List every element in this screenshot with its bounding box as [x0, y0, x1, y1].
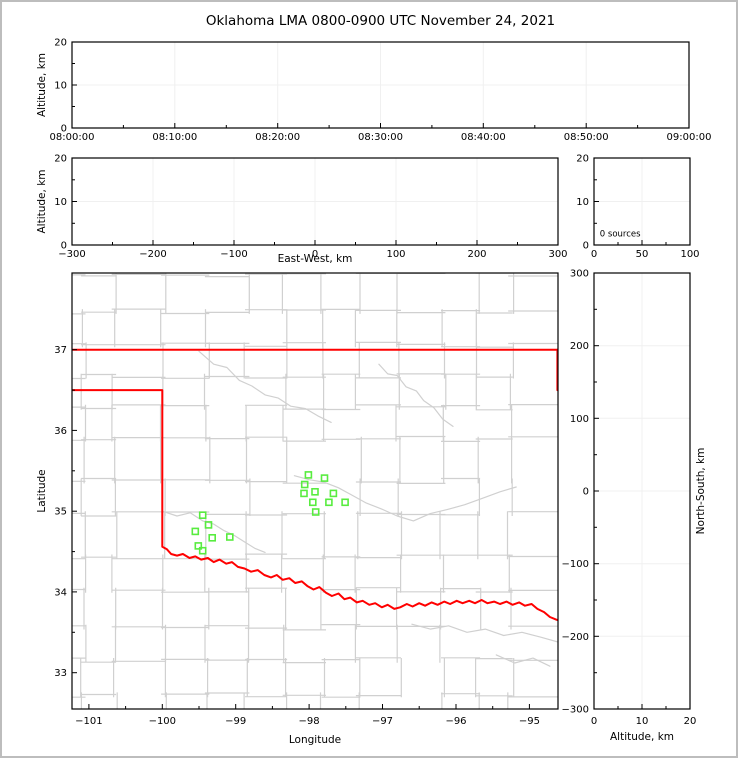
x-tick-label: 10	[636, 716, 649, 727]
station-marker	[320, 474, 329, 482]
station-marker	[325, 498, 333, 507]
map-content	[72, 273, 558, 709]
x-tick-label: 08:30:00	[358, 132, 403, 143]
x-tick-label: −95	[519, 716, 540, 727]
x-tick-label: −100	[149, 716, 176, 727]
river-line	[161, 510, 266, 553]
panel-frame	[71, 272, 559, 710]
x-tick-label: −200	[139, 249, 166, 260]
station-marker	[204, 521, 213, 529]
x-tick-label: −98	[299, 716, 320, 727]
figure-title: Oklahoma LMA 0800-0900 UTC November 24, …	[205, 13, 556, 29]
x-tick-label: −99	[225, 716, 246, 727]
station-marker	[341, 498, 349, 507]
x-tick-label: −100	[220, 249, 247, 260]
x-tick-label: 0	[591, 249, 597, 260]
y-tick-label: 35	[54, 507, 67, 518]
y-tick-label: 33	[54, 668, 67, 679]
y-tick-label: 200	[570, 341, 589, 352]
y-tick-label: 0	[61, 124, 67, 135]
panel-time_height: 08:00:00 08:10:00 08:20:00 08:30:00 08:40:00…	[36, 38, 711, 144]
x-tick-label: −300	[58, 249, 85, 260]
y-axis-label: Altitude, km	[36, 53, 48, 117]
river-line	[198, 350, 332, 423]
y-axis-label: North-South, km	[695, 448, 707, 535]
x-tick-label: 200	[467, 249, 486, 260]
x-tick-label: 08:00:00	[50, 132, 95, 143]
panel-plan_view: −101 −100 −99 −98 −97 −96 −95 33 34 35 36 37 Longitu…	[36, 272, 559, 746]
river-line	[411, 623, 558, 643]
station-marker	[198, 511, 207, 520]
y-tick-label: −200	[562, 632, 589, 643]
station-marker	[226, 533, 234, 541]
y-tick-label: 0	[583, 487, 589, 498]
y-tick-label: 37	[54, 345, 67, 356]
x-tick-label: 50	[636, 249, 649, 260]
station-marker	[311, 508, 320, 516]
x-tick-label: 08:50:00	[564, 132, 609, 143]
station-marker	[198, 546, 207, 555]
x-tick-label: 300	[548, 249, 567, 260]
y-tick-label: 10	[54, 197, 67, 208]
y-tick-label: 20	[576, 154, 589, 165]
source-count-label: 0 sources	[600, 230, 641, 240]
river-line	[495, 654, 551, 667]
state-border-line	[72, 389, 558, 622]
y-tick-label: 0	[61, 241, 67, 252]
panel-ns_height: 0 10 20 300 200 100 0 −100 −200 −300 Altitude, km N…	[562, 269, 707, 744]
y-tick-label: 20	[54, 154, 67, 165]
station-marker	[308, 498, 317, 507]
river-line	[293, 475, 517, 522]
y-tick-label: 100	[570, 414, 589, 425]
x-tick-label: −97	[372, 716, 393, 727]
x-tick-label: 0	[591, 716, 597, 727]
y-tick-label: 10	[54, 81, 67, 92]
x-axis-label: Altitude, km	[610, 731, 674, 743]
station-marker	[329, 489, 338, 498]
x-axis-label: Longitude	[289, 734, 341, 746]
station-marker	[311, 487, 319, 496]
x-tick-label: 08:40:00	[461, 132, 506, 143]
station-marker	[191, 527, 200, 536]
x-tick-label: 08:10:00	[152, 132, 197, 143]
y-tick-label: 300	[570, 269, 589, 280]
x-tick-label: −96	[445, 716, 466, 727]
x-tick-label: 100	[680, 249, 699, 260]
y-tick-label: −100	[562, 559, 589, 570]
county-boundaries	[72, 273, 558, 709]
y-axis-label: Latitude	[36, 469, 48, 512]
x-tick-label: 09:00:00	[667, 132, 712, 143]
y-tick-label: −300	[562, 705, 589, 716]
y-tick-label: 20	[54, 38, 67, 49]
panel-alt_histogram: 0 50 100 0 10 20 0 sources	[576, 154, 699, 261]
station-marker	[194, 542, 203, 550]
y-tick-label: 0	[583, 241, 589, 252]
panel-ew_height: −300 −200 −100 0 100 200 300 0 10 20 East-West, km…	[36, 154, 568, 266]
river-line	[378, 363, 454, 427]
y-tick-label: 34	[54, 587, 67, 598]
y-tick-label: 10	[576, 197, 589, 208]
x-tick-label: 0	[312, 249, 318, 260]
x-tick-label: 08:20:00	[255, 132, 300, 143]
station-marker	[208, 533, 216, 542]
x-tick-label: 20	[684, 716, 697, 727]
station-marker	[300, 489, 308, 498]
y-axis-label: Altitude, km	[36, 169, 48, 233]
x-axis-label: East-West, km	[278, 253, 353, 265]
x-tick-label: 100	[386, 249, 405, 260]
station-marker	[304, 471, 313, 479]
x-tick-label: −101	[75, 716, 102, 727]
station-marker	[300, 480, 309, 489]
y-tick-label: 36	[54, 426, 67, 437]
